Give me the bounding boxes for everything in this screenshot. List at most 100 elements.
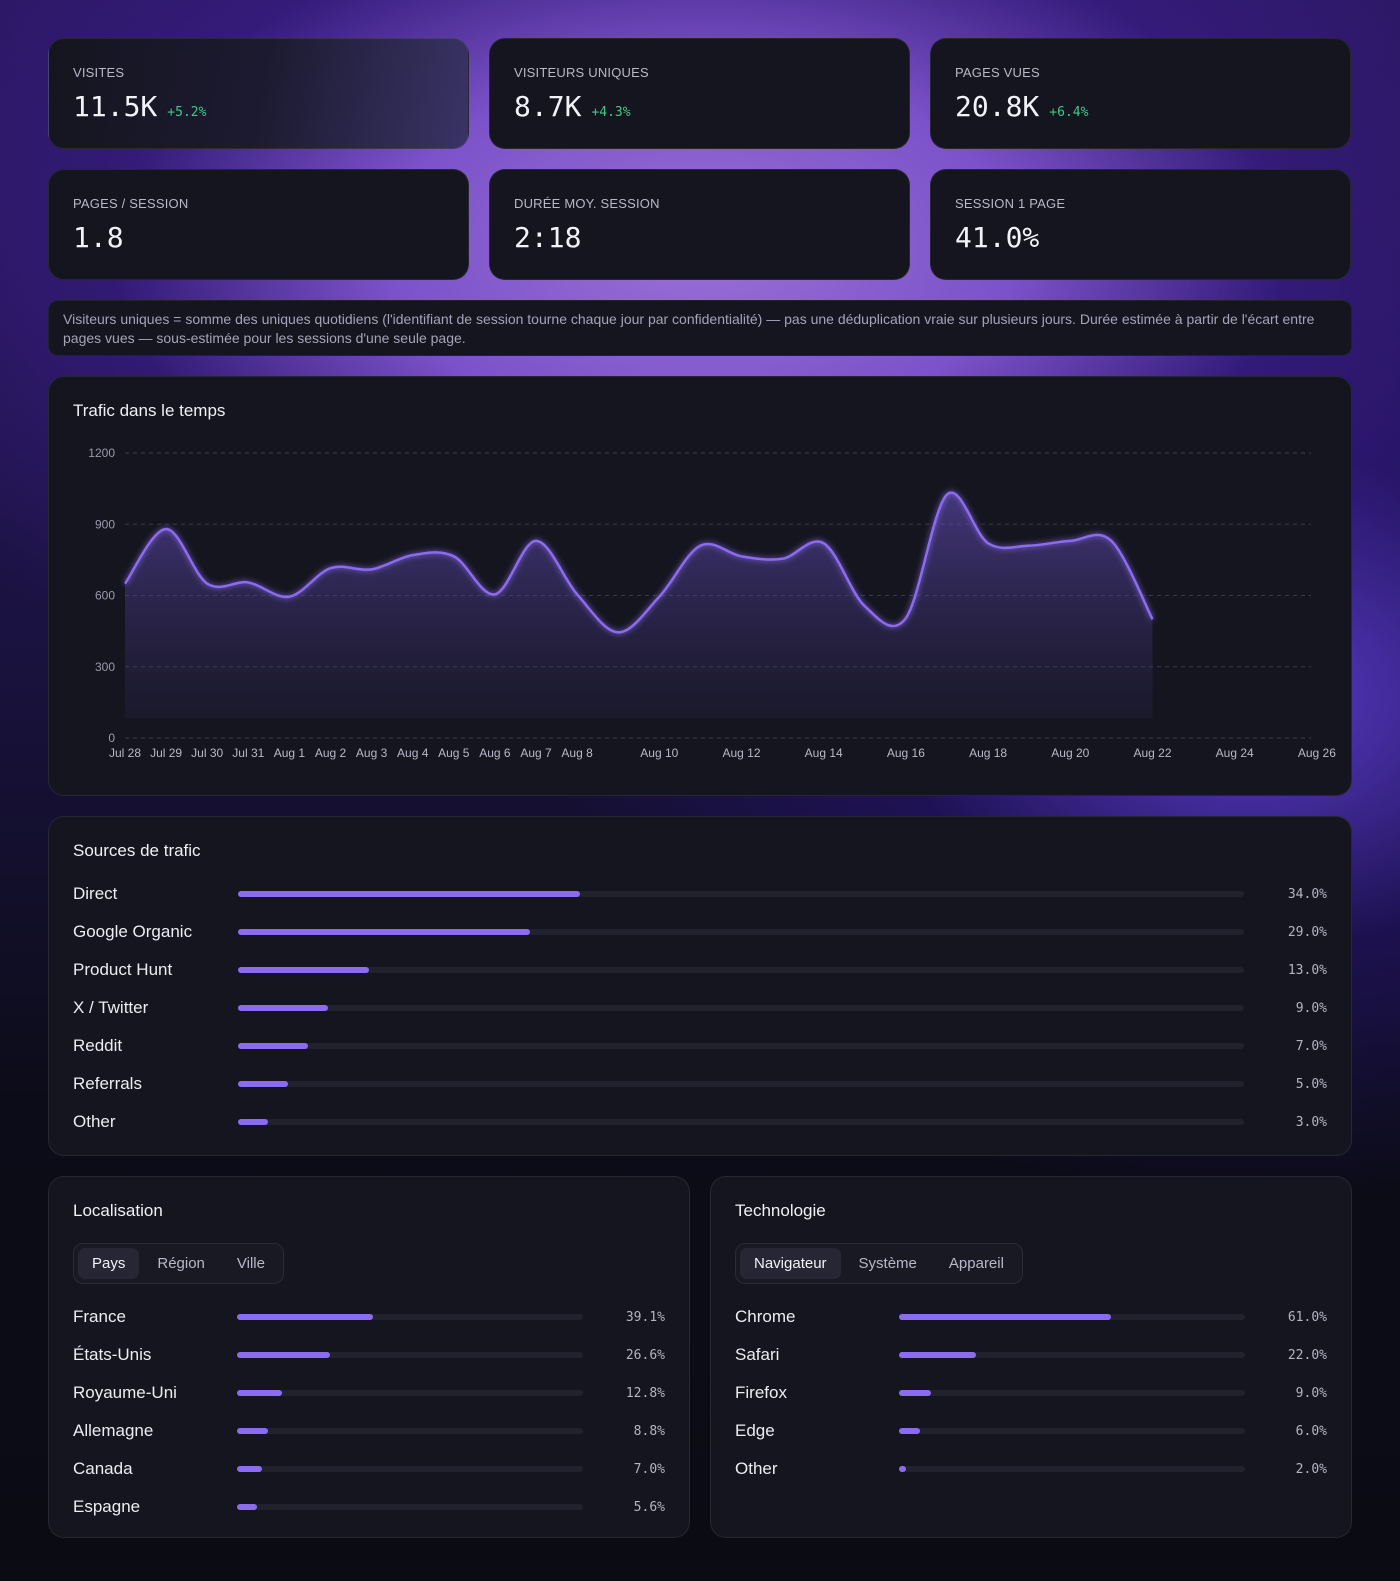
x-tick-label: Aug 22: [1133, 746, 1171, 760]
y-tick-label: 900: [95, 517, 115, 531]
progress-fill: [237, 929, 531, 935]
item-label: Safari: [735, 1345, 780, 1364]
item-percent: 39.1%: [625, 1309, 665, 1325]
item-percent: 29.0%: [1287, 924, 1327, 940]
item-percent: 6.0%: [1295, 1423, 1327, 1439]
tab-system[interactable]: Système: [858, 1255, 917, 1272]
progress-track: [237, 967, 1245, 973]
kpi-value: 11.5K: [73, 90, 158, 123]
x-tick-label: Aug 7: [520, 746, 552, 760]
kpi-label: VISITES: [73, 65, 125, 80]
progress-track: [237, 1466, 584, 1472]
x-tick-label: Aug 16: [887, 746, 925, 760]
item-label: Other: [73, 1112, 116, 1131]
kpi-card-single-page-session: SESSION 1 PAGE 41.0%: [930, 169, 1351, 280]
item-percent: 61.0%: [1287, 1309, 1327, 1325]
x-tick-label: Aug 26: [1298, 746, 1336, 760]
x-tick-label: Aug 5: [438, 746, 470, 760]
progress-track: [237, 1428, 584, 1434]
tab-region[interactable]: Région: [157, 1255, 205, 1272]
item-percent: 3.0%: [1295, 1114, 1327, 1130]
item-label: Referrals: [73, 1074, 142, 1093]
y-tick-label: 1200: [88, 446, 115, 460]
kpi-card-pages-per-session: PAGES / SESSION 1.8: [48, 169, 469, 280]
technology-title: Technologie: [735, 1201, 826, 1220]
item-percent: 5.6%: [633, 1499, 665, 1515]
x-tick-label: Aug 6: [479, 746, 511, 760]
dashboard: VISITES 11.5K +5.2% VISITEURS UNIQUES 8.…: [48, 38, 1352, 1538]
progress-fill: [899, 1314, 1112, 1320]
progress-track: [899, 1428, 1246, 1434]
item-percent: 12.8%: [625, 1385, 665, 1401]
sources-list: Direct 34.0% Google Organic 29.0% Product Hu…: [73, 875, 1327, 1141]
progress-fill: [237, 1428, 268, 1434]
y-tick-label: 300: [95, 660, 115, 674]
y-tick-label: 600: [95, 589, 115, 603]
tab-city[interactable]: Ville: [236, 1255, 265, 1272]
item-percent: 9.0%: [1295, 1385, 1327, 1401]
progress-track: [237, 1504, 584, 1510]
progress-track: [237, 1314, 584, 1320]
item-label: Firefox: [735, 1383, 787, 1402]
progress-fill: [237, 1043, 309, 1049]
progress-fill: [237, 1352, 330, 1358]
item-label: Allemagne: [73, 1421, 154, 1440]
x-tick-label: Jul 30: [191, 746, 223, 760]
progress-fill: [237, 1005, 329, 1011]
bottom-row: Localisation Pays Région Ville France 39.…: [48, 1176, 1352, 1538]
item-percent: 26.6%: [625, 1347, 665, 1363]
kpi-value: 41.0%: [955, 221, 1040, 254]
x-tick-label: Aug 18: [969, 746, 1007, 760]
progress-fill: [237, 891, 581, 897]
list-item: Edge 6.0%: [735, 1412, 1327, 1450]
kpi-label: DURÉE MOY. SESSION: [514, 196, 660, 211]
list-item: Allemagne 8.8%: [73, 1412, 665, 1450]
x-tick-label: Jul 31: [232, 746, 264, 760]
progress-fill: [237, 967, 369, 973]
item-percent: 34.0%: [1287, 886, 1327, 902]
item-percent: 9.0%: [1295, 1000, 1327, 1016]
item-label: Edge: [735, 1421, 775, 1440]
traffic-sources-card: Sources de trafic Direct 34.0% Google Orga…: [48, 816, 1352, 1156]
x-tick-label: Aug 4: [397, 746, 429, 760]
list-item: Other 3.0%: [73, 1103, 1327, 1141]
item-label: Royaume-Uni: [73, 1383, 177, 1402]
kpi-card-avg-session-duration: DURÉE MOY. SESSION 2:18: [489, 169, 910, 280]
item-percent: 13.0%: [1287, 962, 1327, 978]
kpi-label: PAGES / SESSION: [73, 196, 189, 211]
traffic-line: [123, 491, 1154, 634]
kpi-grid: VISITES 11.5K +5.2% VISITEURS UNIQUES 8.…: [48, 38, 1352, 280]
x-tick-label: Aug 24: [1216, 746, 1254, 760]
kpi-card-visits: VISITES 11.5K +5.2%: [48, 38, 469, 149]
kpi-label: PAGES VUES: [955, 65, 1040, 80]
kpi-card-unique-visitors: VISITEURS UNIQUES 8.7K +4.3%: [489, 38, 910, 149]
progress-track: [899, 1314, 1246, 1320]
progress-fill: [899, 1390, 931, 1396]
list-item: France 39.1%: [73, 1298, 665, 1336]
item-percent: 8.8%: [633, 1423, 665, 1439]
tab-device[interactable]: Appareil: [948, 1255, 1004, 1272]
progress-track: [237, 1081, 1245, 1087]
item-label: X / Twitter: [73, 998, 149, 1017]
tab-browser[interactable]: Navigateur: [740, 1248, 841, 1279]
list-item: États-Unis 26.6%: [73, 1336, 665, 1374]
chart-title: Trafic dans le temps: [73, 401, 226, 420]
item-percent: 7.0%: [633, 1461, 665, 1477]
list-item: Canada 7.0%: [73, 1450, 665, 1488]
tab-country[interactable]: Pays: [78, 1248, 140, 1279]
progress-fill: [899, 1352, 976, 1358]
technology-tabs: Navigateur Système Appareil: [735, 1243, 1023, 1284]
progress-fill: [237, 1504, 257, 1510]
item-percent: 22.0%: [1287, 1347, 1327, 1363]
list-item: Espagne 5.6%: [73, 1488, 665, 1526]
list-item: Reddit 7.0%: [73, 1027, 1327, 1065]
progress-track: [237, 1352, 584, 1358]
x-tick-label: Aug 12: [722, 746, 760, 760]
methodology-note: Visiteurs uniques = somme des uniques qu…: [48, 300, 1352, 356]
kpi-label: SESSION 1 PAGE: [955, 196, 1066, 211]
kpi-value: 8.7K: [514, 90, 582, 123]
location-tabs: Pays Région Ville: [73, 1243, 284, 1284]
list-item: Royaume-Uni 12.8%: [73, 1374, 665, 1412]
sources-title: Sources de trafic: [73, 841, 201, 860]
progress-fill: [899, 1466, 907, 1472]
